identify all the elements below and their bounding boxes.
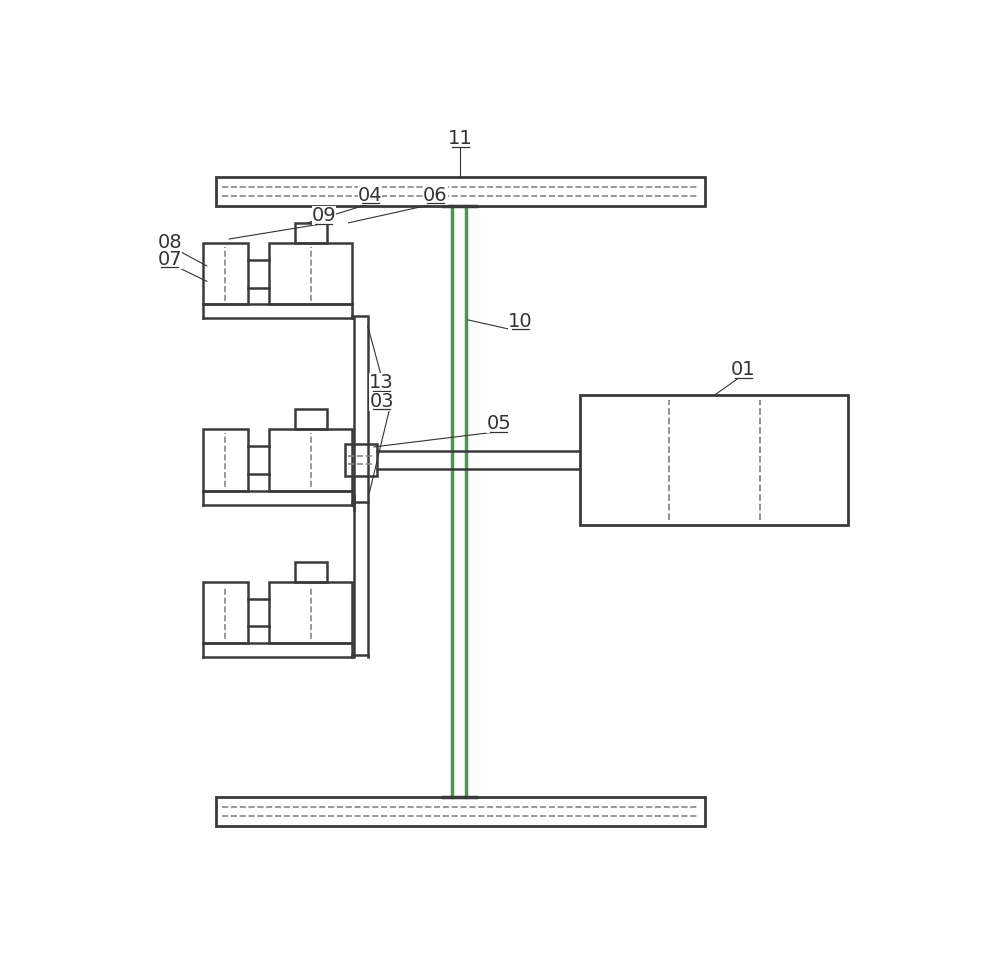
Bar [216,797,705,826]
Text: 11: 11 [448,129,473,149]
Bar [345,444,377,476]
Bar [203,243,248,304]
Bar [269,429,352,491]
Bar [295,223,327,243]
Text: 09: 09 [312,207,336,226]
Text: 10: 10 [508,312,533,331]
Text: 13: 13 [369,373,394,393]
Text: 07: 07 [158,250,182,269]
Text: 06: 06 [423,185,448,205]
Bar [216,178,705,206]
Text: 08: 08 [158,234,182,253]
Text: 03: 03 [369,392,394,411]
Bar [203,429,248,491]
Text: 04: 04 [358,185,382,205]
Bar [203,582,248,644]
Bar [269,243,352,304]
Bar [269,582,352,644]
Text: 05: 05 [486,414,511,433]
Text: 01: 01 [731,360,756,379]
Bar [295,409,327,429]
Bar [580,396,848,525]
Bar [295,562,327,582]
